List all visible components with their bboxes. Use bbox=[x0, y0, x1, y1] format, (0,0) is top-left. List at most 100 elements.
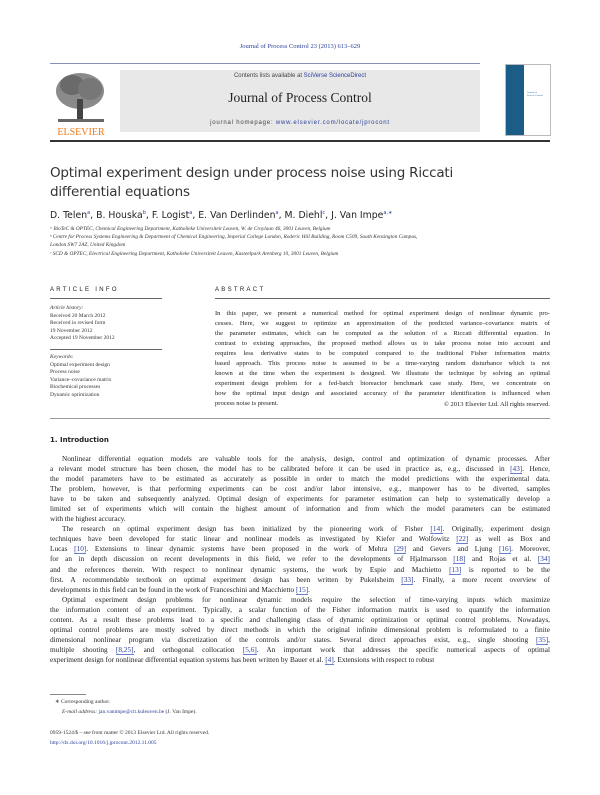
abstract-line: process noise is present. bbox=[215, 400, 279, 408]
paragraph-line: experiment design for nonlinear differen… bbox=[50, 654, 435, 665]
citation-link[interactable]: [34] bbox=[537, 554, 550, 565]
citation-link[interactable]: [35] bbox=[536, 634, 549, 645]
abstract-line: the parameter estimates, which can be co… bbox=[215, 330, 550, 338]
author-affiliation-mark[interactable]: a,∗ bbox=[383, 210, 393, 216]
history-item: Received in revised form bbox=[50, 320, 106, 327]
keyword: Optimal experiment design bbox=[50, 361, 110, 368]
history-item: Received 20 March 2012 bbox=[50, 312, 106, 319]
abstract-line: known at the time when the experiment is… bbox=[215, 370, 550, 378]
paragraph-line: developments in this field can be found … bbox=[50, 584, 310, 595]
paragraph-line: Nonlinear differential equation models a… bbox=[62, 454, 550, 463]
homepage-line: journal homepage: www.elsevier.com/locat… bbox=[210, 120, 390, 126]
citation-link[interactable]: [8,25] bbox=[115, 644, 134, 655]
contents-line: Contents lists available at SciVerse Sci… bbox=[233, 73, 367, 79]
introduction-body: Nonlinear differential equation models a… bbox=[50, 454, 550, 665]
author-name: D. Telen bbox=[50, 210, 88, 221]
author-name: F. Logist bbox=[151, 210, 190, 221]
citation-link[interactable]: [5,6] bbox=[242, 644, 257, 655]
paragraph-line: a relevant model structure has been chos… bbox=[50, 464, 550, 475]
section-heading: 1. Introduction bbox=[50, 436, 109, 444]
author-affiliation-mark[interactable]: a bbox=[189, 210, 193, 216]
citation-link[interactable]: [16] bbox=[498, 544, 512, 555]
copyright: © 2013 Elsevier Ltd. All rights reserved… bbox=[443, 401, 550, 408]
publisher-name: ELSEVIER bbox=[57, 127, 105, 138]
abstract-line: cesses. Here, we suggest to optimize an … bbox=[215, 320, 550, 328]
keywords-list: Optimal experiment design Process noise Va… bbox=[50, 362, 162, 400]
corresponding-author-note: ∗ Corresponding author. bbox=[55, 699, 111, 705]
article-title: Optimal experiment design under process … bbox=[50, 165, 454, 200]
journal-title: Journal of Process Control bbox=[228, 90, 372, 105]
citation-link[interactable]: [22] bbox=[456, 534, 469, 545]
history-label: Article history: bbox=[50, 305, 84, 311]
paragraph-line: The problem, however, is that performing… bbox=[50, 484, 550, 494]
paragraph-line: multiple shooting [8,25], and orthogonal… bbox=[50, 644, 550, 655]
author-affiliation-mark[interactable]: b bbox=[142, 210, 146, 216]
author-affiliation-mark[interactable]: c bbox=[322, 210, 326, 216]
citation-link[interactable]: [18] bbox=[453, 554, 466, 565]
journal-banner: Contents lists available at SciVerse Sci… bbox=[120, 70, 480, 132]
history-list: Received 20 March 2012 Received in revise… bbox=[50, 313, 162, 343]
paragraph: Nonlinear differential equation models a… bbox=[50, 454, 550, 524]
sciencedirect-link[interactable]: SciVerse ScienceDirect bbox=[303, 73, 367, 79]
header-bottom-rule bbox=[50, 140, 550, 142]
doi-link[interactable]: http://dx.doi.org/10.1016/j.jprocont.201… bbox=[50, 739, 157, 746]
issn-line: 0959-1524/$ – see front matter © 2013 El… bbox=[50, 730, 210, 736]
paragraph-line: The research on optimal experiment desig… bbox=[62, 524, 550, 535]
citation-link[interactable]: [13] bbox=[449, 564, 462, 575]
paragraph-line: dimensional nonlinear program via discre… bbox=[50, 634, 550, 645]
keyword: Process noise bbox=[50, 369, 80, 376]
footnotes: ∗ Corresponding author. E-mail address: … bbox=[50, 698, 197, 717]
affiliation-b: ᵇ Centre for Process Systems Engineering… bbox=[50, 234, 418, 241]
author-name: B. Houska bbox=[96, 210, 143, 221]
keyword: Variance–covariance matrix bbox=[50, 376, 112, 383]
divider bbox=[50, 348, 162, 350]
paragraph-line: and the references therein. With respect… bbox=[50, 564, 550, 575]
paragraph-line: Optimal experiment design problems for n… bbox=[62, 594, 550, 604]
issn-block: 0959-1524/$ – see front matter © 2013 El… bbox=[50, 729, 209, 748]
abstract-line: how the optimal input design and associa… bbox=[215, 390, 550, 398]
journal-reference[interactable]: Journal of Process Control 23 (2013) 613… bbox=[239, 43, 361, 50]
affiliation-a: ᵃ BioTeC & OPTEC, Chemical Engineering D… bbox=[50, 226, 331, 232]
footnote-rule bbox=[50, 694, 86, 695]
author-name: E. Van Derlinden bbox=[198, 210, 276, 221]
history-item: 19 November 2012 bbox=[50, 327, 93, 334]
author-name: M. Diehl bbox=[284, 210, 323, 221]
divider bbox=[215, 298, 550, 299]
paragraph-line: techniques have been developed for stati… bbox=[50, 534, 551, 545]
author-affiliation-mark[interactable]: a bbox=[275, 210, 279, 216]
homepage-link[interactable]: www.elsevier.com/locate/jprocont bbox=[275, 120, 390, 126]
citation-link[interactable]: [14] bbox=[430, 524, 443, 535]
paragraph-line: the information content of an experiment… bbox=[50, 604, 550, 614]
author-name: J. Van Impe bbox=[331, 210, 384, 221]
paragraph: Optimal experiment design problems for n… bbox=[50, 595, 550, 665]
keyword: Dynamic optimization bbox=[50, 391, 100, 398]
citation-link[interactable]: [15] bbox=[296, 584, 309, 595]
journal-cover-thumbnail: Journal of Process Control bbox=[505, 64, 551, 136]
citation-link[interactable]: [10] bbox=[74, 544, 87, 555]
citation-link[interactable]: [33] bbox=[401, 574, 414, 585]
abstract-line: experiment design problem for a fed-batc… bbox=[215, 380, 550, 388]
citation-link[interactable]: [29] bbox=[393, 544, 407, 555]
affiliations: ᵃ BioTeC & OPTEC, Chemical Engineering D… bbox=[50, 225, 550, 258]
abstract-heading: ABSTRACT bbox=[215, 287, 266, 293]
paragraph-line: for an in depth discussion on recent dev… bbox=[50, 554, 550, 565]
affiliation-c: ᶜ SCD & OPTEC, Electrical Engineering De… bbox=[50, 250, 339, 257]
paragraph-line: with the highest accuracy. bbox=[50, 514, 126, 524]
elsevier-logo: ELSEVIER bbox=[50, 69, 112, 139]
paragraph-line: the model parameters have to be estimate… bbox=[50, 474, 550, 484]
keyword: Biochemical processes bbox=[50, 384, 101, 391]
citation-link[interactable]: [4] bbox=[325, 654, 334, 665]
article-info-heading: ARTICLE INFO bbox=[50, 287, 119, 293]
paragraph-line: limited set of experiments which will co… bbox=[50, 504, 550, 514]
header-rule bbox=[50, 63, 480, 64]
abstract-line: In this paper, we present a numerical me… bbox=[215, 310, 550, 317]
citation-link[interactable]: [43] bbox=[510, 464, 523, 475]
abstract-line: based approach. This process noise is as… bbox=[215, 360, 550, 368]
keywords-label: Keywords: bbox=[50, 353, 74, 360]
paragraph-line: have to be taken and subsequently analyz… bbox=[50, 494, 550, 504]
author-affiliation-mark[interactable]: a bbox=[87, 210, 91, 216]
abstract-text: In this paper, we present a numerical me… bbox=[215, 309, 550, 409]
divider bbox=[50, 298, 162, 299]
divider bbox=[50, 418, 550, 419]
email-link[interactable]: jan.vanimpe@cit.kuleuven.be bbox=[98, 708, 165, 715]
